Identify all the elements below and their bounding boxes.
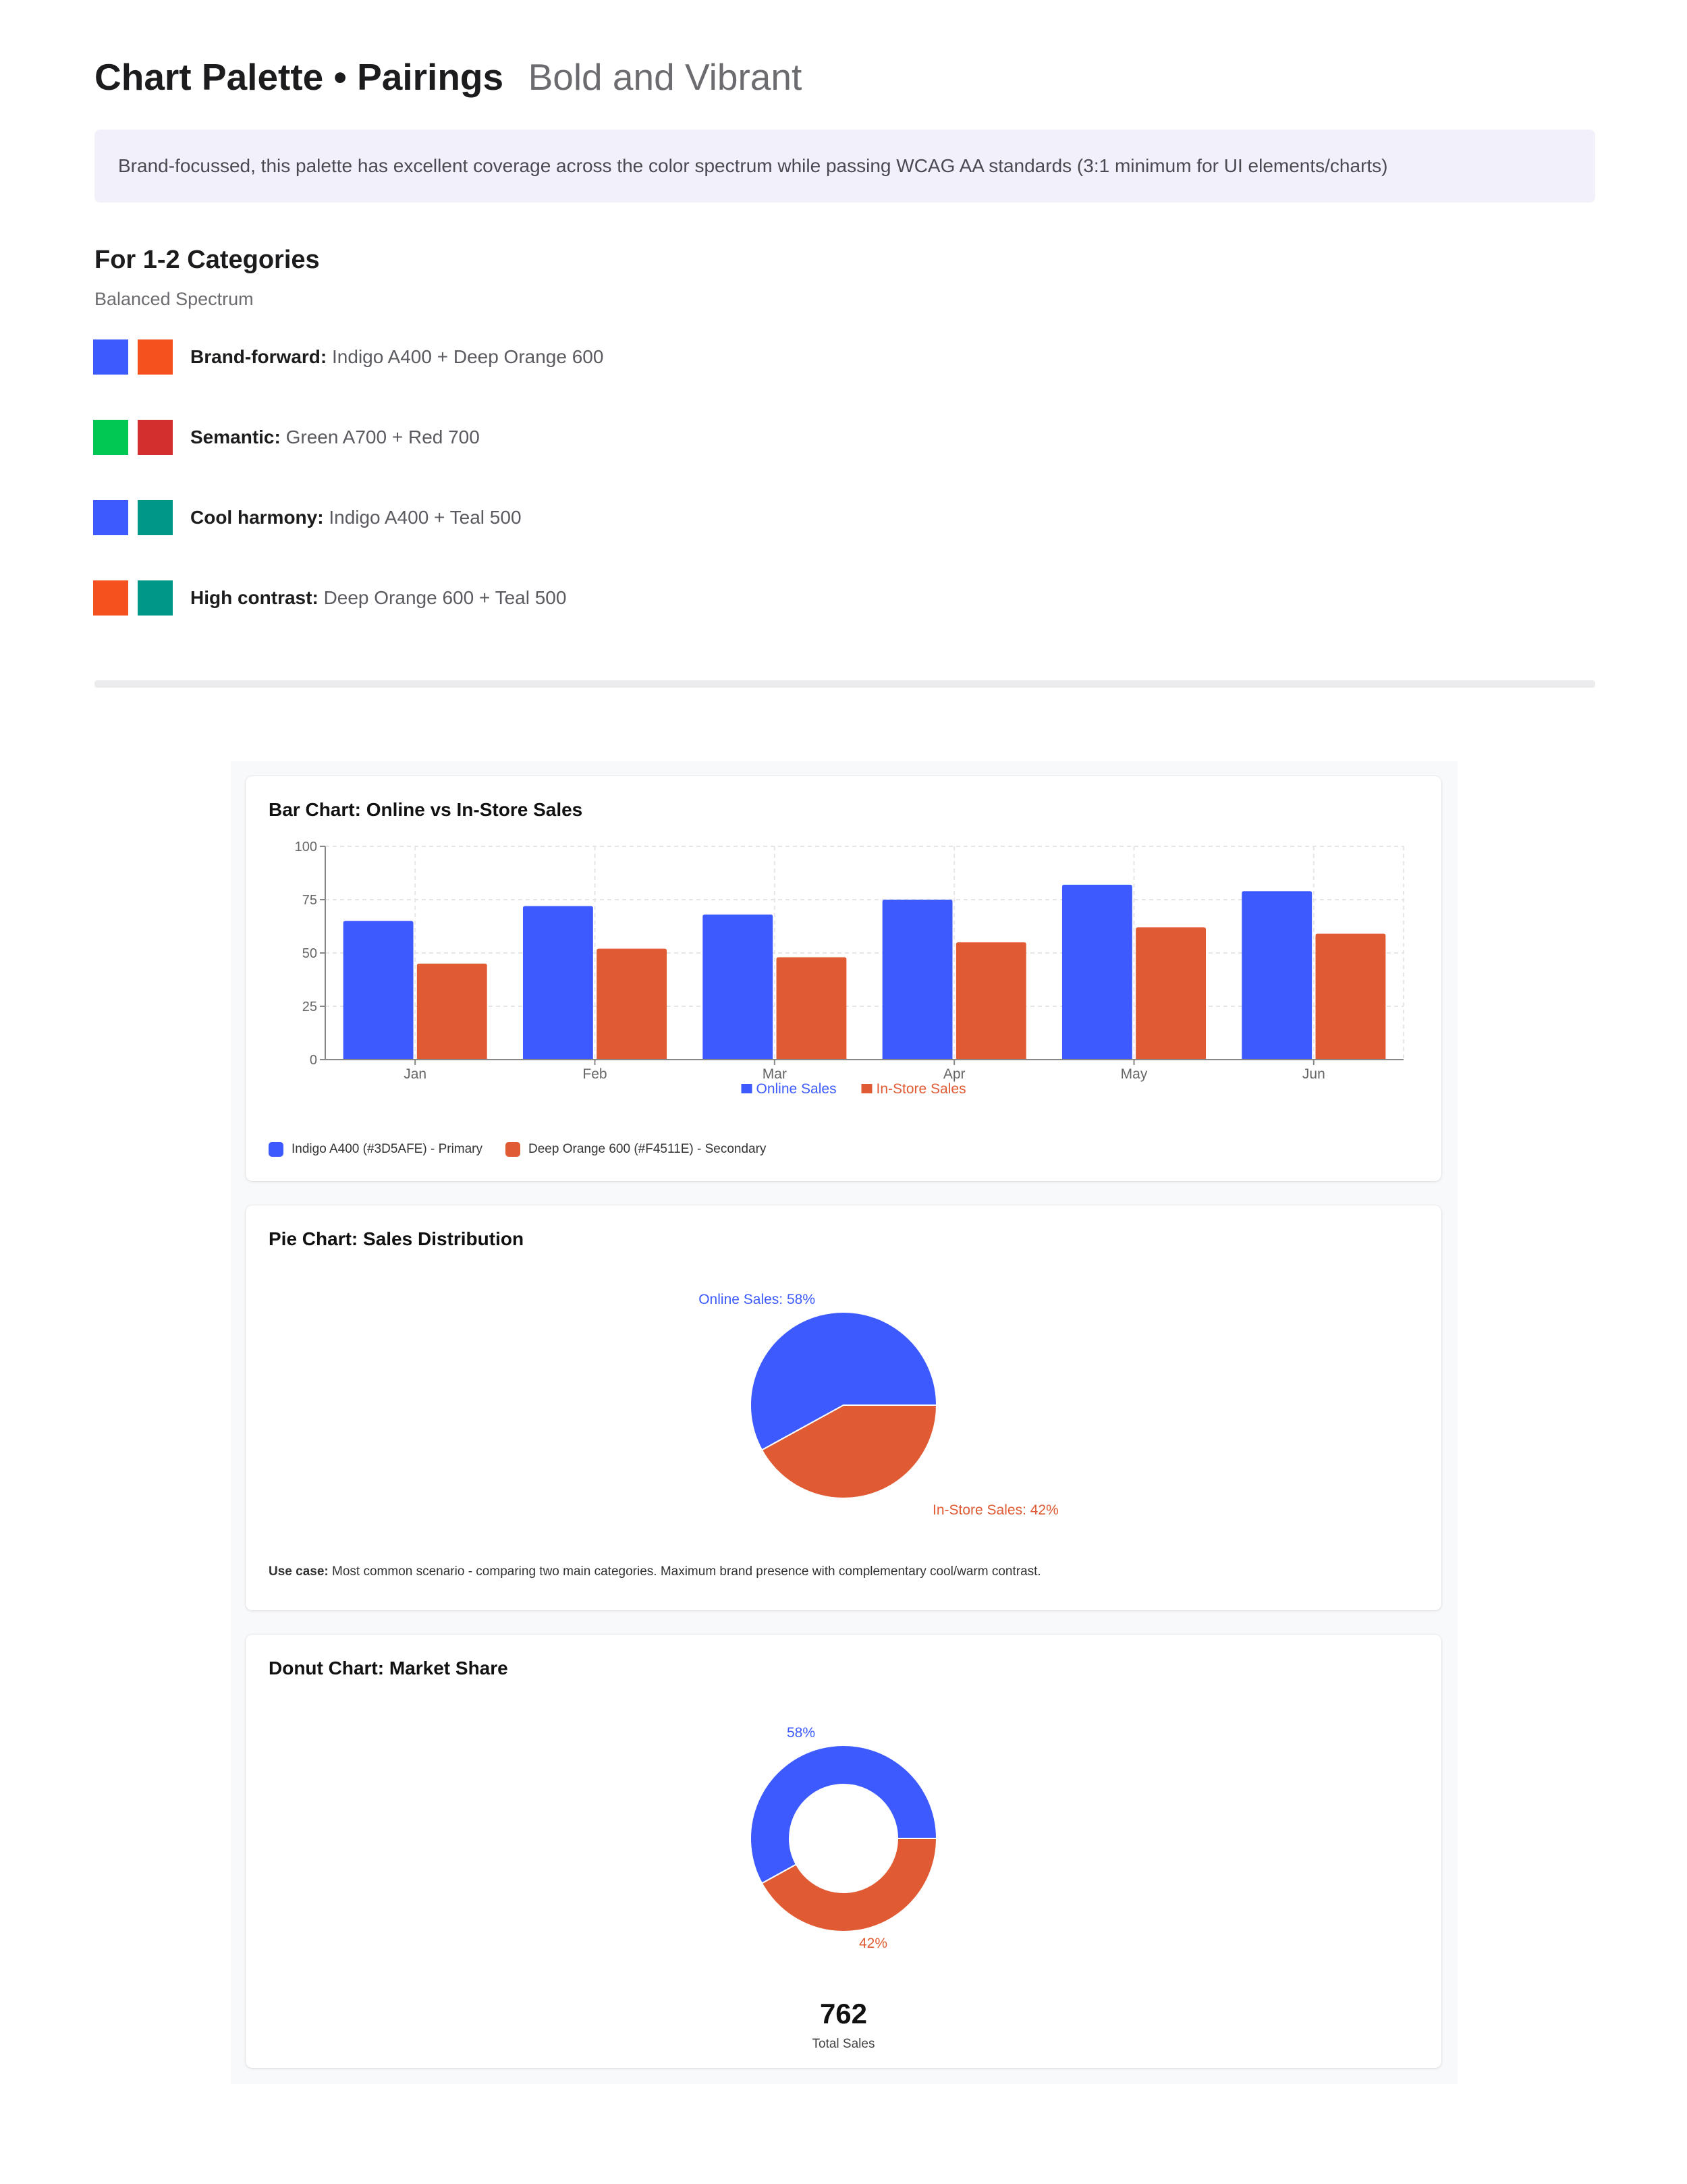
pairing-row: Semantic: Green A700 + Red 700 (93, 420, 480, 455)
x-tick-label: Mar (763, 1066, 787, 1082)
section-divider (94, 680, 1595, 688)
page-subtitle: Bold and Vibrant (528, 56, 802, 98)
color-swatch (138, 339, 173, 375)
legend-swatch (741, 1084, 752, 1093)
palette-legend: Indigo A400 (#3D5AFE) - Primary Deep Ora… (269, 1142, 789, 1157)
pairing-row: Brand-forward: Indigo A400 + Deep Orange… (93, 339, 603, 375)
legend-dot (505, 1142, 521, 1157)
pairing-label: High contrast: (190, 587, 319, 608)
x-tick-label: Jan (404, 1066, 426, 1082)
bar-chart-title: Bar Chart: Online vs In-Store Sales (269, 799, 583, 820)
page-title: Chart Palette • Pairings (94, 56, 504, 98)
pairing-text: Indigo A400 + Deep Orange 600 (332, 346, 604, 367)
use-case-note: Use case: Most common scenario - compari… (269, 1564, 1041, 1579)
bar (416, 963, 487, 1060)
bar (956, 942, 1026, 1060)
slice-label: 58% (787, 1725, 815, 1741)
bar (522, 906, 593, 1060)
pairing-label: Brand-forward: (190, 346, 327, 367)
x-tick-label: Jun (1302, 1066, 1325, 1082)
pairing-text: Green A700 + Red 700 (285, 427, 480, 447)
slice-label: In-Store Sales: 42% (933, 1502, 1059, 1518)
bar (1136, 927, 1207, 1060)
slice-label: Online Sales: 58% (698, 1292, 815, 1307)
slice (750, 1745, 938, 1884)
legend-dot (269, 1142, 283, 1157)
legend-swatch (861, 1084, 873, 1093)
color-swatch (93, 580, 128, 616)
palette-legend-item: Deep Orange 600 (#F4511E) - Secondary (505, 1142, 766, 1157)
pie-chart-title: Pie Chart: Sales Distribution (269, 1228, 524, 1249)
pairing-label: Semantic: (190, 427, 281, 447)
pairing-text: Indigo A400 + Teal 500 (329, 507, 522, 528)
y-tick-label: 100 (295, 840, 317, 854)
y-tick-label: 0 (310, 1053, 317, 1068)
x-tick-label: Apr (943, 1066, 966, 1082)
pairing-row: High contrast: Deep Orange 600 + Teal 50… (93, 580, 566, 616)
bar (343, 921, 414, 1060)
page-header: Chart Palette • Pairings Bold and Vibran… (94, 55, 802, 99)
bar (882, 900, 953, 1060)
color-swatch (93, 339, 128, 375)
donut-chart-card: 58% 42% Donut Chart: Market Share 762 Tot… (246, 1635, 1441, 2068)
slice-label: 42% (859, 1936, 887, 1951)
color-swatch (138, 500, 173, 535)
x-tick-label: Feb (582, 1066, 607, 1082)
section-subtitle: Balanced Spectrum (94, 289, 254, 309)
donut-chart-title: Donut Chart: Market Share (269, 1658, 508, 1678)
total-label: Total Sales (812, 2037, 875, 2051)
use-case-label: Use case: (269, 1564, 329, 1579)
legend-label: Online Sales (756, 1081, 837, 1097)
y-tick-label: 75 (302, 893, 317, 908)
pie-chart-card: Online Sales: 58% In-Store Sales: 42% Pie… (246, 1205, 1441, 1610)
bar-chart: 0 25 50 75 100 Jan Feb Mar Apr May Jun Online Sales… (295, 840, 1404, 1097)
y-tick-label: 50 (302, 946, 317, 961)
bar (1061, 884, 1132, 1060)
palette-legend-label: Indigo A400 (#3D5AFE) - Primary (292, 1142, 483, 1156)
description-box: Brand-focussed, this palette has excelle… (94, 130, 1595, 202)
total-value: 762 (819, 1998, 868, 2029)
color-swatch (93, 420, 128, 455)
color-swatch (93, 500, 128, 535)
x-tick-label: May (1121, 1066, 1148, 1082)
use-case-text: Most common scenario - comparing two mai… (332, 1564, 1041, 1579)
palette-legend-item: Indigo A400 (#3D5AFE) - Primary (269, 1142, 482, 1157)
bar (597, 948, 667, 1060)
description-text: Brand-focussed, this palette has excelle… (118, 155, 1388, 176)
pairing-label: Cool harmony: (190, 507, 324, 528)
y-tick-label: 25 (302, 1000, 317, 1014)
bar (776, 957, 847, 1060)
palette-legend-label: Deep Orange 600 (#F4511E) - Secondary (528, 1142, 767, 1156)
bar (702, 914, 773, 1060)
pie-chart: Online Sales: 58% In-Store Sales: 42% (698, 1292, 1059, 1518)
color-swatch (138, 420, 173, 455)
donut-chart: 58% 42% (750, 1725, 938, 1951)
section-title: For 1-2 Categories (94, 246, 320, 274)
slice (760, 1404, 938, 1499)
bar-chart-card: 0 25 50 75 100 Jan Feb Mar Apr May Jun Online Sales… (246, 776, 1441, 1181)
slice (760, 1838, 938, 1932)
pairing-row: Cool harmony: Indigo A400 + Teal 500 (93, 500, 522, 535)
bar (1315, 933, 1386, 1060)
slice (750, 1311, 938, 1451)
bar (1242, 891, 1312, 1060)
color-swatch (138, 580, 173, 616)
legend-label: In-Store Sales (877, 1081, 966, 1097)
pairing-text: Deep Orange 600 + Teal 500 (323, 587, 567, 608)
